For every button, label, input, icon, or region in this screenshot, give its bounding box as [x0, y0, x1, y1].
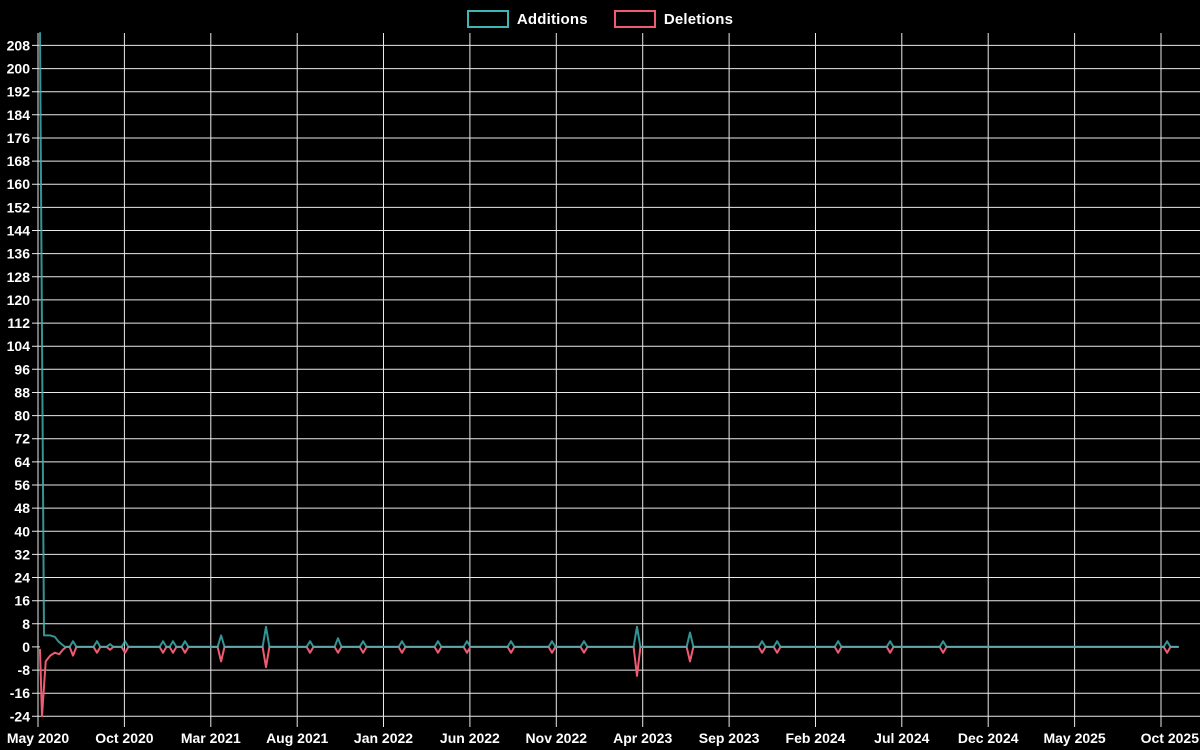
- x-axis-tick-label: May 2025: [1043, 730, 1105, 746]
- y-axis-tick-label: 176: [7, 130, 31, 146]
- x-axis-tick-label: Jul 2024: [874, 730, 929, 746]
- legend-label-additions: Additions: [516, 10, 588, 28]
- x-axis-tick-label: Jun 2022: [440, 730, 500, 746]
- y-axis-tick-label: 80: [14, 408, 30, 424]
- legend-label-deletions: Deletions: [663, 10, 734, 28]
- y-axis-tick-label: 32: [14, 546, 30, 562]
- y-axis-tick-label: 168: [7, 153, 31, 169]
- x-axis-tick-label: Oct 2020: [95, 730, 154, 746]
- y-axis-tick-label: 8: [22, 616, 30, 632]
- x-axis-tick-label: Jan 2022: [354, 730, 413, 746]
- x-axis-tick-label: Aug 2021: [266, 730, 328, 746]
- y-axis-tick-label: 144: [7, 223, 31, 239]
- x-axis-tick-label: Oct 2025: [1141, 730, 1200, 746]
- y-axis-tick-label: 56: [14, 477, 30, 493]
- y-axis-tick-label: 72: [14, 431, 30, 447]
- y-axis-tick-label: 112: [7, 315, 30, 331]
- additions-line: [39, 32, 1179, 648]
- x-axis-tick-label: Feb 2024: [786, 730, 846, 746]
- y-axis-tick-label: 136: [7, 246, 31, 262]
- y-axis-tick-label: 120: [7, 292, 31, 308]
- y-axis-tick-label: 200: [7, 61, 31, 77]
- legend-item-additions[interactable]: Additions: [466, 10, 588, 28]
- y-axis-tick-label: 96: [14, 361, 30, 377]
- y-axis-tick-label: 88: [14, 385, 30, 401]
- y-axis-tick-label: 152: [7, 199, 31, 215]
- legend-item-deletions[interactable]: Deletions: [613, 10, 734, 28]
- chart-legend: Additions Deletions: [0, 8, 1200, 30]
- y-axis-tick-label: 0: [22, 639, 30, 655]
- x-axis-tick-label: Mar 2021: [181, 730, 241, 746]
- y-axis-tick-label: 64: [14, 454, 30, 470]
- x-axis-tick-label: Sep 2023: [699, 730, 760, 746]
- y-axis-tick-label: 160: [7, 176, 31, 192]
- y-axis-tick-label: 208: [7, 37, 31, 53]
- y-axis-tick-label: -16: [10, 685, 30, 701]
- x-axis-tick-label: Apr 2023: [613, 730, 672, 746]
- y-axis-tick-label: -8: [18, 662, 31, 678]
- y-axis-tick-label: 48: [14, 500, 30, 516]
- y-axis-tick-label: 128: [7, 269, 31, 285]
- y-axis-tick-label: 40: [14, 523, 30, 539]
- x-axis-tick-label: Nov 2022: [526, 730, 588, 746]
- x-axis-tick-label: Dec 2024: [958, 730, 1019, 746]
- y-axis-tick-label: 104: [7, 338, 31, 354]
- additions-swatch-icon: [466, 10, 509, 28]
- deletions-swatch-icon: [613, 10, 656, 28]
- y-axis-tick-label: 184: [7, 107, 31, 123]
- y-axis-tick-label: 192: [7, 84, 31, 100]
- y-axis-tick-label: 24: [14, 570, 30, 586]
- y-axis-tick-label: -24: [10, 708, 30, 724]
- x-axis-tick-label: May 2020: [7, 730, 69, 746]
- y-axis-tick-label: 16: [14, 593, 30, 609]
